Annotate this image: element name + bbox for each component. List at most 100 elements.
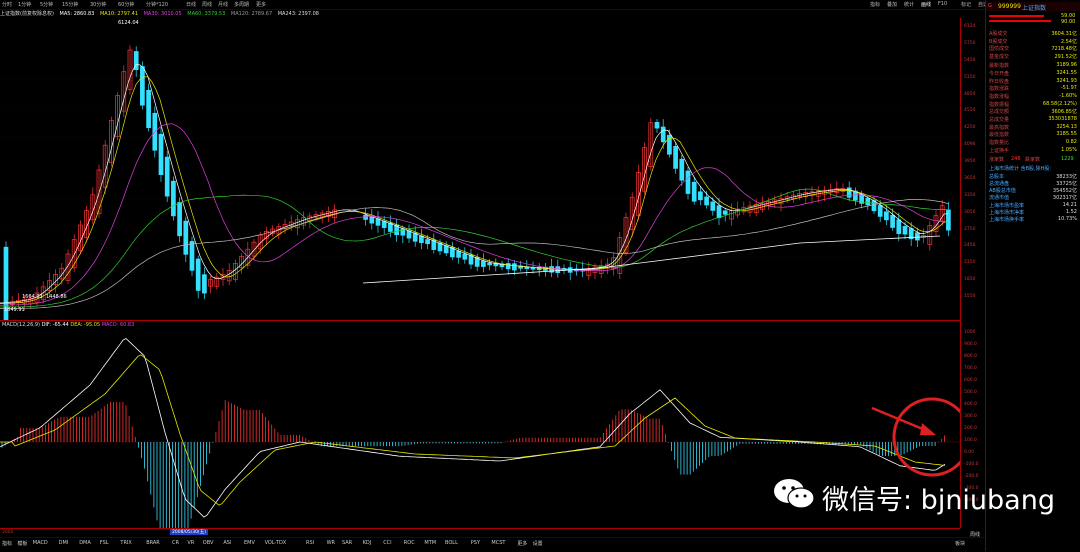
tool-6[interactable]: 自选: [978, 2, 989, 8]
candle-body: [363, 214, 368, 220]
indicator-tab-1[interactable]: 模板: [17, 541, 28, 547]
quote-value: 3604.31亿: [1051, 31, 1077, 37]
candle-body: [177, 202, 182, 237]
price-tick: 2150: [964, 260, 976, 266]
down-bar: [989, 20, 1051, 22]
indicator-tab-19[interactable]: ROC: [403, 540, 415, 546]
ma243-label: MA243: 2397.08: [277, 11, 319, 17]
close-icon[interactable]: G: [988, 3, 992, 9]
indicator-tab-21[interactable]: BOLL: [445, 540, 458, 546]
candle-body: [673, 146, 678, 169]
candle-body: [462, 253, 468, 260]
indicator-tab-6[interactable]: TRIX: [120, 540, 132, 546]
period-tab-7[interactable]: 日线: [186, 2, 197, 8]
market-stat-row: 总股本 38233亿: [989, 173, 1077, 180]
stat-label: 总流通盘: [989, 180, 1010, 187]
quote-value: 3241.55: [1056, 69, 1077, 76]
indicator-tab-23[interactable]: MCST: [491, 540, 506, 546]
period-tab-10[interactable]: 多周期: [234, 2, 250, 8]
market-stat-title: 上海市场统计 含B股,除H股:: [989, 165, 1077, 172]
macd-chart[interactable]: [0, 320, 960, 528]
indicator-tab-12[interactable]: EMV: [244, 540, 255, 546]
quote-value: 1.05%: [1061, 146, 1077, 153]
indicator-tab-5[interactable]: FSL: [99, 540, 109, 546]
indicator-tab-25[interactable]: 设置: [532, 541, 543, 547]
candlestick-chart[interactable]: 6124.04 1664.93 1448.86 1849.91: [0, 18, 960, 320]
period-tab-11[interactable]: 更多: [256, 2, 267, 8]
candle-body: [685, 170, 691, 194]
indicator-tab-2[interactable]: MACD: [32, 540, 48, 546]
candle-body: [679, 158, 685, 181]
date-year-label: 2005: [2, 530, 14, 535]
price-tick: 3050: [964, 209, 976, 215]
ma-info-line: 上证指数(前复权除息权) MA5: 2860.83 MA10: 2797.41 …: [0, 10, 960, 18]
indicator-tab-17[interactable]: KDJ: [362, 540, 372, 546]
indicator-tab-0[interactable]: 指标: [2, 541, 13, 547]
candle-body: [84, 210, 89, 238]
quote-row: 总成交额 3606.85亿: [989, 108, 1077, 115]
period-tab-0[interactable]: 分时: [2, 2, 13, 8]
sector-button[interactable]: 板块: [955, 541, 966, 547]
quote-value: 3606.85亿: [1051, 109, 1077, 116]
indicator-tab-8[interactable]: CR: [172, 540, 179, 546]
price-tick: 5450: [964, 57, 976, 63]
tool-0[interactable]: 指标: [870, 2, 881, 8]
indicator-tab-9[interactable]: VR: [187, 540, 195, 546]
candle-body: [722, 210, 728, 215]
indicator-tab-13[interactable]: VOL-TDX: [264, 540, 287, 546]
indicator-tab-14[interactable]: RSI: [306, 540, 315, 546]
indicator-tab-22[interactable]: PSY: [470, 540, 481, 546]
indicator-tab-10[interactable]: OBV: [202, 540, 214, 546]
candle-body: [877, 205, 883, 217]
tool-3[interactable]: 画线: [921, 2, 932, 8]
indicator-tab-3[interactable]: DMI: [58, 540, 69, 546]
candle-body: [264, 231, 269, 239]
candle-body: [753, 204, 759, 213]
indicator-tab-20[interactable]: MTM: [424, 540, 437, 546]
candle-body: [598, 265, 604, 274]
candle-body: [214, 276, 220, 287]
period-tab-5[interactable]: 60分钟: [118, 2, 135, 8]
index-name: 上证指数(前复权除息权): [0, 11, 54, 17]
indicator-tab-24[interactable]: 更多: [517, 541, 528, 547]
quote-value: 3185.55: [1056, 131, 1077, 138]
indicator-tab-18[interactable]: CCI: [383, 540, 392, 546]
low-label: 1849.91: [4, 307, 25, 313]
candle-body: [853, 190, 858, 201]
candle-body: [245, 248, 251, 266]
period-tab-3[interactable]: 15分钟: [62, 2, 79, 8]
period-tab-9[interactable]: 月线: [218, 2, 229, 8]
price-tick: 4850: [964, 91, 976, 97]
tool-4[interactable]: F10: [938, 1, 948, 7]
candle-body: [195, 258, 201, 291]
price-tick: 4096: [964, 142, 976, 148]
period-tab-4[interactable]: 30分钟: [90, 2, 107, 8]
quote-header: G 999999 上证指数: [986, 2, 1080, 12]
tool-1[interactable]: 叠加: [887, 2, 898, 8]
indicator-tab-11[interactable]: ASI: [223, 540, 232, 546]
tool-2[interactable]: 统计: [904, 2, 915, 8]
indicator-tab-7[interactable]: BRAR: [146, 540, 160, 546]
indicator-tab-16[interactable]: SAR: [342, 540, 353, 546]
quote-value: 7218.48亿: [1051, 46, 1077, 53]
period-tab-6[interactable]: 分钟*120: [146, 2, 169, 8]
tool-5[interactable]: 标记: [961, 2, 972, 8]
candle-body: [549, 266, 554, 273]
period-tab-2[interactable]: 5分钟: [40, 2, 54, 8]
candle-body: [890, 214, 895, 228]
candle-body: [512, 263, 517, 271]
quote-value: 2.54亿: [1060, 38, 1077, 45]
macd-tick: -400.0: [964, 498, 979, 503]
price-tick: 3650: [964, 175, 976, 181]
stat-label: 总股本: [989, 173, 1005, 180]
candle-body: [747, 205, 753, 213]
indicator-tab-15[interactable]: WR: [326, 540, 336, 546]
stat-value: 10.73%: [1057, 216, 1077, 223]
ma60-label: MA60: 3379.53: [187, 11, 226, 17]
quote-row: 最新指数 3189.96: [989, 62, 1077, 69]
quote-label: 最低指数: [989, 132, 1010, 139]
period-tab-8[interactable]: 周线: [202, 2, 213, 8]
indicator-tab-4[interactable]: DMA: [79, 540, 91, 546]
quote-row: 指数涨跌 -51.97: [989, 85, 1077, 92]
period-tab-1[interactable]: 1分钟: [18, 2, 32, 8]
